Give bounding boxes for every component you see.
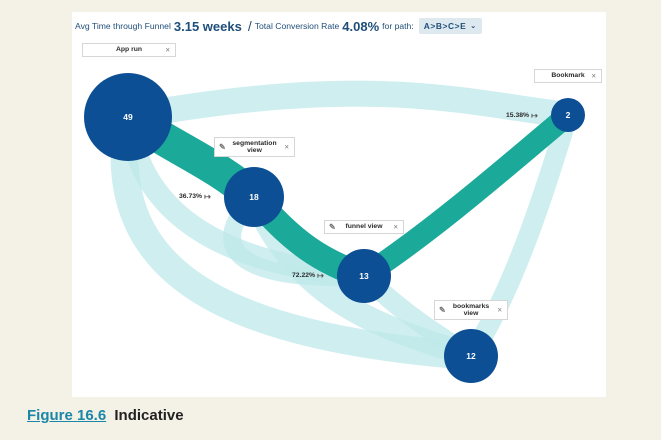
- conversion-rate-segmentation: 36.73% ↦: [179, 192, 211, 201]
- node-funnel-view: [337, 249, 391, 303]
- header-separator: /: [247, 18, 252, 34]
- funnel-flow-diagram: 49 18 13 2 12: [84, 73, 585, 383]
- conversion-rate-funnel-view: 72.22% ↦: [292, 271, 324, 280]
- step-label-text: segmentation view: [232, 139, 277, 155]
- avg-time-label: Avg Time through Funnel: [75, 21, 171, 31]
- conversion-rate-value: 36.73%: [179, 193, 203, 200]
- conversion-label: Total Conversion Rate: [254, 21, 340, 31]
- count-app-run: 49: [123, 112, 133, 122]
- figure-caption: Figure 16.6 Indicative: [27, 407, 184, 424]
- close-icon[interactable]: ×: [284, 142, 289, 152]
- step-label-segmentation-view[interactable]: ✎ segmentation view ×: [214, 137, 295, 157]
- conversion-value: 4.08%: [342, 18, 380, 34]
- count-funnel-view: 13: [359, 271, 369, 281]
- path-value: A>B>C>E: [423, 21, 467, 31]
- conversion-rate-value: 15.38%: [506, 112, 530, 119]
- arrow-right-icon: ↦: [317, 271, 324, 280]
- close-icon[interactable]: ×: [165, 45, 170, 55]
- close-icon[interactable]: ×: [497, 305, 502, 315]
- node-bookmark: [551, 98, 585, 132]
- pin-icon[interactable]: ✎: [219, 142, 226, 152]
- count-bookmarks-view: 12: [466, 351, 476, 361]
- conversion-rate-value: 72.22%: [292, 272, 316, 279]
- node-app-run: [84, 73, 172, 161]
- pin-icon[interactable]: ✎: [329, 222, 336, 232]
- funnel-summary-header: Avg Time through Funnel 3.15 weeks / Tot…: [75, 16, 482, 36]
- path-dropdown[interactable]: A>B>C>E ⌄: [418, 18, 482, 34]
- flow-bookmarksview-to-bookmark: [461, 105, 578, 366]
- chevron-down-icon: ⌄: [470, 23, 477, 30]
- funnel-figure: 49 18 13 2 12 Avg Time through Funnel 3.…: [72, 12, 606, 397]
- count-bookmark: 2: [566, 110, 571, 120]
- arrow-right-icon: ↦: [531, 111, 538, 120]
- step-label-app-run[interactable]: App run ×: [82, 43, 176, 57]
- step-label-text: funnel view: [345, 223, 383, 231]
- arrow-right-icon: ↦: [204, 192, 211, 201]
- step-label-bookmarks-view[interactable]: ✎ bookmarks view ×: [434, 300, 508, 320]
- avg-time-value: 3.15 weeks: [173, 18, 242, 34]
- close-icon[interactable]: ×: [393, 222, 398, 232]
- count-segmentation-view: 18: [249, 192, 259, 202]
- flow-apprun-to-bookmarksview: [110, 103, 485, 370]
- path-label: for path:: [382, 21, 414, 31]
- conversion-rate-bookmark: 15.38% ↦: [506, 111, 538, 120]
- step-label-text: Bookmark: [551, 72, 585, 80]
- step-label-text: bookmarks view: [452, 302, 490, 318]
- step-label-bookmark[interactable]: Bookmark ×: [534, 69, 602, 83]
- node-bookmarks-view: [444, 329, 498, 383]
- main-flow-funnelview-to-bookmark: [353, 104, 579, 287]
- step-label-funnel-view[interactable]: ✎ funnel view ×: [324, 220, 404, 234]
- close-icon[interactable]: ×: [591, 71, 596, 81]
- pin-icon[interactable]: ✎: [439, 305, 446, 315]
- step-label-text: App run: [115, 46, 143, 54]
- figure-reference-link[interactable]: Figure 16.6: [27, 407, 107, 424]
- node-segmentation-view: [224, 167, 284, 227]
- flow-apprun-to-bookmark: [115, 80, 581, 130]
- figure-title: Indicative: [114, 407, 184, 424]
